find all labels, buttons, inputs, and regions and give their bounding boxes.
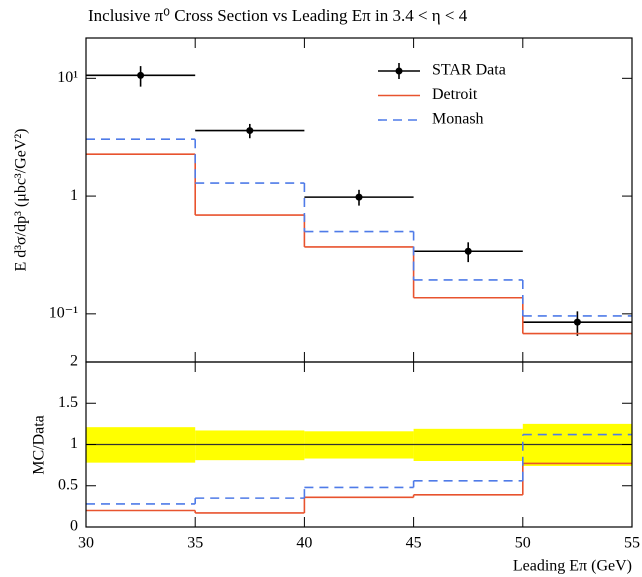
y-tick-label: 0.5 [58,476,78,493]
x-tick-label: 35 [187,535,203,552]
x-tick-label: 50 [515,535,531,552]
data-point [246,127,254,135]
legend-label: STAR Data [432,62,506,79]
legend-label: Monash [432,111,484,128]
ratio-y-axis-label: MC/Data [31,415,48,475]
y-axis-label: E d³σ/dp³ (μbc³/GeV²) [13,128,30,271]
data-point [573,318,581,326]
data-point [464,247,472,255]
y-tick-label: 2 [70,353,78,370]
x-tick-label: 30 [78,535,94,552]
y-tick-label: 1 [70,187,78,204]
x-tick-label: 40 [296,535,312,552]
y-tick-label: 10¹ [57,69,78,86]
data-point [137,71,145,79]
legend-label: Detroit [432,86,478,103]
y-tick-label: 0 [70,518,78,535]
x-tick-label: 45 [406,535,422,552]
x-axis-label: Leading Eπ (GeV) [513,558,632,575]
data-point [355,193,363,201]
y-tick-label: 1.5 [58,394,78,411]
y-tick-label: 1 [70,435,78,452]
legend-swatch [395,67,403,75]
x-tick-label: 55 [624,535,640,552]
y-tick-label: 10⁻¹ [49,305,78,322]
chart-title: Inclusive π⁰ Cross Section vs Leading Eπ… [88,6,468,25]
uncertainty-band [195,430,305,461]
